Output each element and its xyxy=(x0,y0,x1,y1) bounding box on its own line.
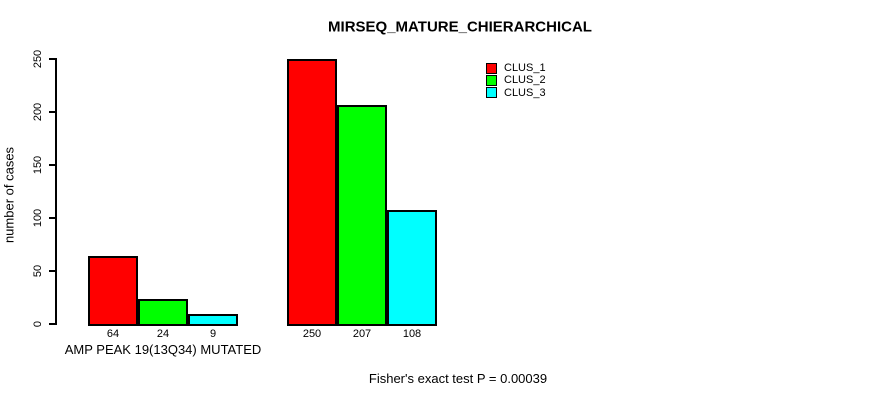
y-axis-tick-label: 0 xyxy=(32,320,44,327)
y-axis-line xyxy=(55,58,57,325)
legend-swatch-icon xyxy=(486,62,497,74)
y-axis-tick xyxy=(49,322,56,325)
y-axis-tick xyxy=(49,58,56,60)
legend-swatch-icon xyxy=(486,87,497,99)
bar-value-label: 108 xyxy=(402,328,422,340)
y-axis-tick xyxy=(49,163,56,166)
y-axis-tick xyxy=(49,216,56,219)
bar-value-label: 207 xyxy=(352,328,372,340)
legend-label: CLUS_2 xyxy=(504,74,546,87)
legend-swatch-icon xyxy=(486,74,497,86)
y-axis-tick xyxy=(49,269,56,272)
y-axis-tick-label: 250 xyxy=(32,49,44,69)
bar-value-label: 9 xyxy=(209,328,217,340)
fisher-exact-test-note: Fisher's exact test P = 0.00039 xyxy=(368,371,548,386)
chart-title: MIRSEQ_MATURE_CHIERARCHICAL xyxy=(328,18,592,36)
legend-row-clus_3: CLUS_3 xyxy=(486,87,546,99)
bar-clus_2-group2 xyxy=(337,104,387,326)
y-axis-tick-label: 150 xyxy=(32,155,44,174)
y-axis-tick-label: 100 xyxy=(32,208,44,227)
bar-clus_1-group2 xyxy=(287,58,337,326)
bar-value-label: 24 xyxy=(156,328,170,340)
bar-clus_1-group1 xyxy=(88,255,138,326)
legend-row-clus_2: CLUS_2 xyxy=(486,74,546,86)
legend-label: CLUS_3 xyxy=(504,86,546,99)
bar-value-label: 250 xyxy=(302,328,322,340)
y-axis-tick-label: 50 xyxy=(32,264,44,277)
legend-row-clus_1: CLUS_1 xyxy=(486,62,546,74)
y-axis-title: number of cases xyxy=(1,146,17,244)
legend-label: CLUS_1 xyxy=(504,62,546,75)
legend: CLUS_1 CLUS_2 CLUS_3 xyxy=(486,62,546,99)
bar-clus_3-group1 xyxy=(188,313,238,326)
y-axis-tick xyxy=(49,110,56,113)
x-group-label: AMP PEAK 19(13Q34) MUTATED xyxy=(64,342,262,357)
bar-clus_2-group1 xyxy=(138,298,188,326)
bar-value-label: 64 xyxy=(106,328,120,340)
y-axis-tick-label: 200 xyxy=(32,102,44,122)
bar-clus_3-group2 xyxy=(387,209,437,326)
